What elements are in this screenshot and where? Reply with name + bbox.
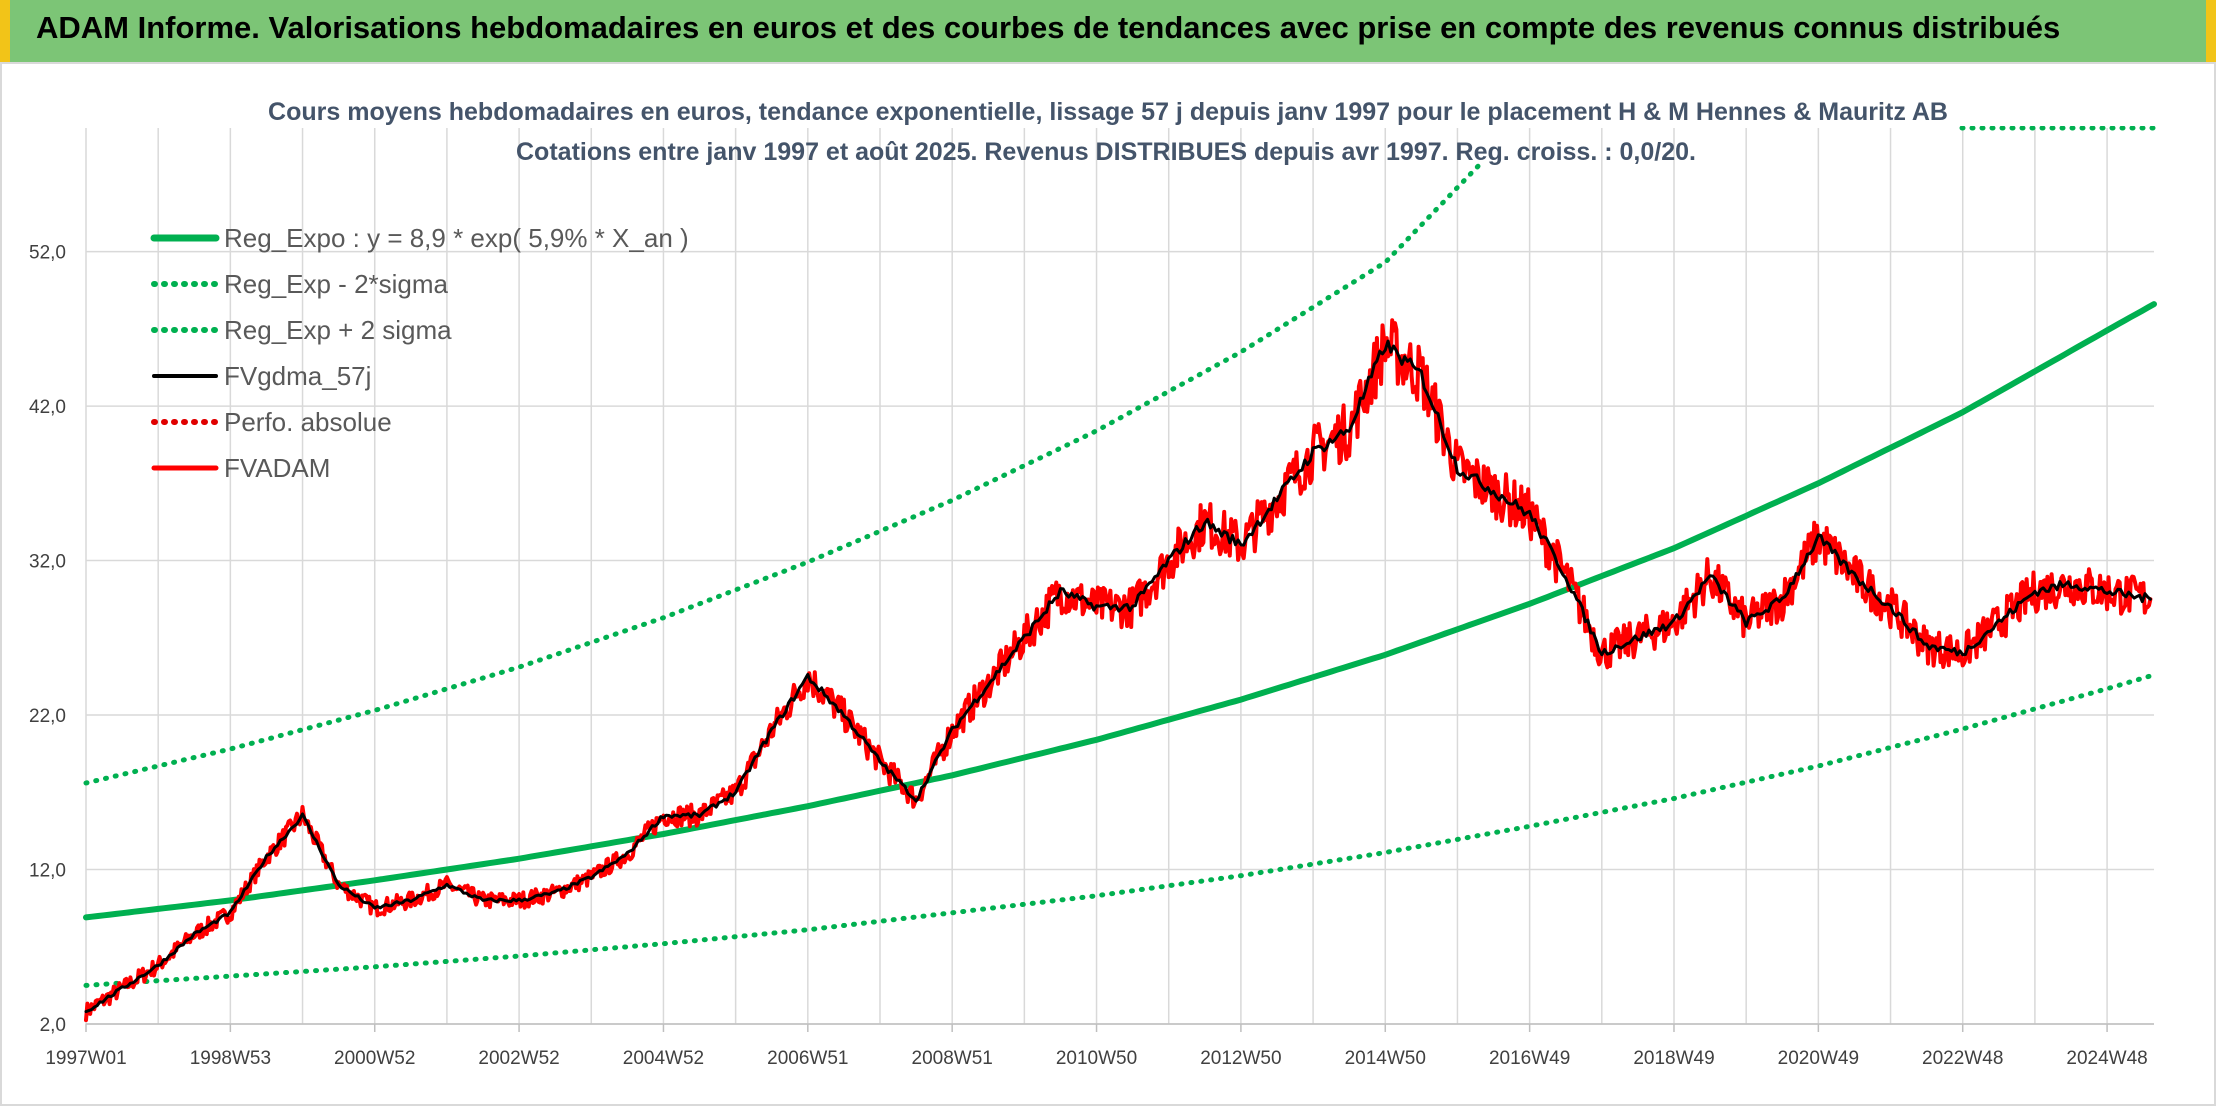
x-tick-label: 2002W52: [478, 1048, 559, 1069]
series-line-2: [83, 162, 1482, 786]
series-line-1: [83, 672, 2157, 988]
x-tick-label: 2004W52: [623, 1048, 704, 1069]
legend-label: Perfo. absolue: [224, 407, 392, 437]
x-tick-label: 2022W48: [1922, 1048, 2003, 1069]
chart-title: Cours moyens hebdomadaires en euros, ten…: [268, 98, 1948, 126]
x-tick-label: 2024W48: [2066, 1048, 2147, 1069]
legend: Reg_Expo : y = 8,9 * exp( 5,9% * X_an ) R…: [150, 223, 689, 483]
y-tick-label: 2,0: [40, 1015, 66, 1036]
y-tick-label: 12,0: [29, 861, 66, 882]
legend-label: Reg_Expo : y = 8,9 * exp( 5,9% * X_an ): [224, 223, 689, 253]
chart-svg: 2,0 12,0 22,0 32,0 42,0 52,0 1997W01 1998W53 200…: [29, 78, 2208, 1069]
title-backdrop: [1958, 78, 2208, 126]
report-header: ADAM Informe. Valorisations hebdomadaire…: [0, 0, 2216, 62]
x-tick-label: 1998W53: [190, 1048, 271, 1069]
y-tick-label: 32,0: [29, 552, 66, 573]
legend-label: Reg_Exp + 2 sigma: [224, 315, 452, 345]
grid: [85, 128, 2154, 1025]
x-tick-label: 2014W50: [1345, 1048, 1426, 1069]
legend-label: FVgdma_57j: [224, 361, 371, 391]
x-tick-label: 2006W51: [767, 1048, 848, 1069]
x-tick-label: 2000W52: [334, 1048, 415, 1069]
legend-label: Reg_Exp - 2*sigma: [224, 269, 449, 299]
x-tick-label: 2018W49: [1633, 1048, 1714, 1069]
y-tick-label: 42,0: [29, 397, 66, 418]
axis-ticks: 2,0 12,0 22,0 32,0 42,0 52,0 1997W01 1998W53 200…: [29, 243, 2148, 1069]
x-tick-label: 2008W51: [912, 1048, 993, 1069]
series-line-3: [84, 339, 2152, 1014]
series-line-0: [83, 301, 2157, 921]
series-line-5: [84, 318, 2153, 1023]
series-layer: [83, 125, 2157, 1023]
x-tick-label: 2010W50: [1056, 1048, 1137, 1069]
report-title: ADAM Informe. Valorisations hebdomadaire…: [36, 10, 2061, 45]
x-tick-label: 2016W49: [1489, 1048, 1570, 1069]
x-tick-label: 2020W49: [1778, 1048, 1859, 1069]
x-tick-label: 1997W01: [45, 1048, 126, 1069]
x-tick-label: 2012W50: [1200, 1048, 1281, 1069]
chart-subtitle: Cotations entre janv 1997 et août 2025. …: [516, 138, 1696, 166]
chart-area: 2,0 12,0 22,0 32,0 42,0 52,0 1997W01 1998W53 200…: [0, 62, 2216, 1106]
legend-label: FVADAM: [224, 453, 330, 483]
y-tick-label: 52,0: [29, 243, 66, 264]
y-tick-label: 22,0: [29, 706, 66, 727]
